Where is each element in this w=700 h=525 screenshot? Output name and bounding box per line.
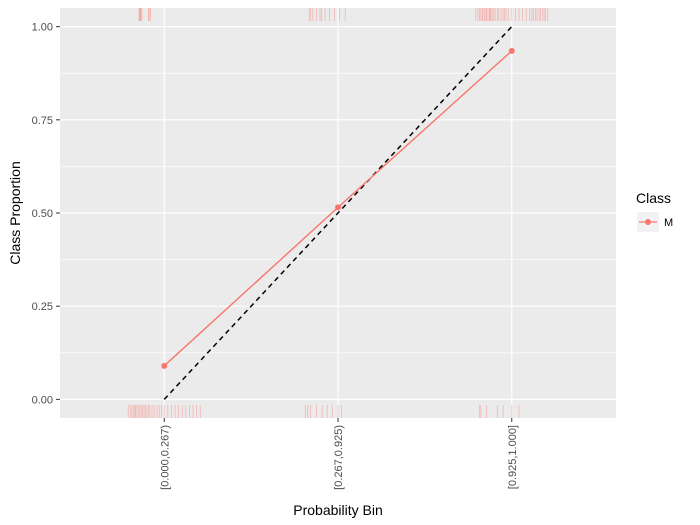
y-axis-ticks: 0.00 0.25 0.50 0.75 1.00: [32, 22, 60, 406]
reference-diagonal-line: [163, 26, 513, 400]
x-axis-title: Probability Bin: [293, 502, 383, 518]
y-tick-label: 1.00: [32, 22, 53, 34]
y-tick-label: 0.75: [32, 115, 53, 127]
y-axis-title: Class Proportion: [7, 161, 23, 265]
x-axis-ticks: [0.000,0.267) [0.267,0.925) [0.925,1.000]: [159, 418, 519, 490]
y-tick-label: 0.00: [32, 394, 53, 406]
x-tick-label: [0.267,0.925): [333, 425, 345, 490]
data-point: [508, 47, 515, 54]
y-tick-label: 0.25: [32, 301, 53, 313]
legend: Class M: [636, 190, 673, 232]
legend-key-point: [645, 219, 651, 225]
x-tick-label: [0.925,1.000]: [507, 425, 519, 489]
x-tick-label: [0.000,0.267): [159, 425, 171, 490]
rug-marks: [127, 8, 549, 418]
series-points: [161, 47, 515, 369]
y-tick-label: 0.50: [32, 208, 53, 220]
legend-label-M: M: [664, 217, 673, 229]
data-point: [161, 362, 168, 369]
legend-title: Class: [636, 190, 671, 206]
data-point: [335, 204, 341, 211]
